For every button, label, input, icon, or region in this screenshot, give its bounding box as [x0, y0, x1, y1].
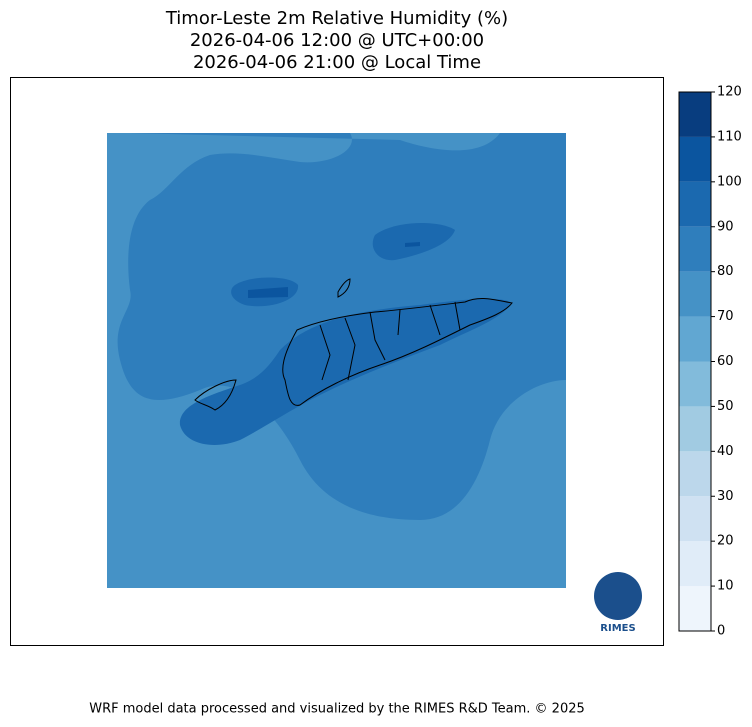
colorbar-segment: [679, 92, 711, 137]
colorbar-segment: [679, 361, 711, 407]
tick-label: 10: [717, 579, 734, 594]
tick-label: 70: [717, 309, 734, 324]
tick-label: 20: [717, 534, 734, 549]
tick-label: 60: [717, 354, 734, 369]
title-line: Timor-Leste 2m Relative Humidity (%): [165, 8, 508, 29]
tick-label: 120: [717, 85, 742, 100]
tick-label: 90: [717, 219, 734, 234]
tick-label: 80: [717, 264, 734, 279]
contour: [179, 298, 512, 445]
colorbar-segment: [679, 451, 711, 497]
logo-text: RIMES: [600, 623, 635, 634]
logo: [594, 572, 642, 620]
district-borders: [319, 301, 461, 381]
colorbar-segment: [679, 136, 711, 182]
colorbar-segment: [679, 271, 711, 317]
tick-label: 40: [717, 444, 734, 459]
colorbar: 0 10 20 30 40 50 60 70 80 90 100 110 120: [678, 85, 742, 639]
title-line: 2026-04-06 12:00 @ UTC+00:00: [190, 30, 484, 51]
colorbar-segment: [679, 406, 711, 452]
tick-label: 50: [717, 399, 734, 414]
map: RIMES: [10, 77, 664, 646]
tick-label: 100: [717, 174, 742, 189]
contour: [248, 287, 288, 298]
footer: WRF model data processed and visualized …: [89, 702, 585, 717]
tick-label: 0: [717, 624, 725, 639]
colorbar-segment: [679, 181, 711, 227]
coastline: [337, 278, 351, 298]
coastline: [282, 297, 513, 406]
colorbar-segment: [679, 226, 711, 272]
colorbar-segment: [679, 541, 711, 587]
tick-label: 30: [717, 489, 734, 504]
contour: [372, 223, 455, 261]
colorbar-segment: [679, 586, 711, 631]
colorbar-segment: [679, 496, 711, 542]
title-line: 2026-04-06 21:00 @ Local Time: [193, 52, 481, 73]
colorbar-segment: [679, 316, 711, 362]
coastline: [194, 379, 237, 411]
contour: [405, 242, 420, 247]
tick-label: 110: [717, 129, 742, 144]
